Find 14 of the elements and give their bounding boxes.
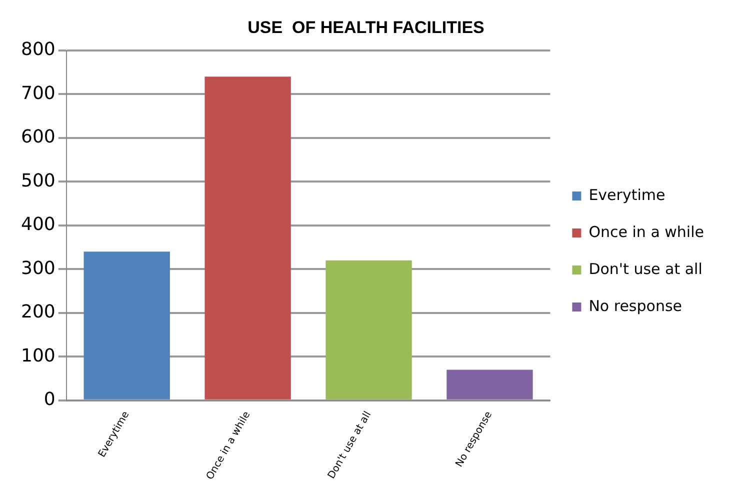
legend-label: Don't use at all	[588, 260, 702, 278]
y-tick-label: 400	[20, 214, 56, 236]
y-tick-label: 500	[20, 170, 56, 192]
chart-title: USE OF HEALTH FACILITIES	[248, 18, 484, 37]
y-tick-label: 600	[20, 126, 56, 148]
y-tick-label: 300	[20, 258, 56, 279]
y-tick-label: 200	[20, 302, 56, 323]
y-tick-label: 800	[20, 39, 56, 60]
legend-label: No response	[588, 296, 682, 315]
y-tick-label: 700	[20, 82, 56, 104]
y-tick-label: 0	[44, 389, 56, 410]
legend-label: Everytime	[588, 186, 666, 204]
legend-label: Once in a while	[588, 222, 704, 241]
y-tick-label: 100	[20, 345, 56, 366]
